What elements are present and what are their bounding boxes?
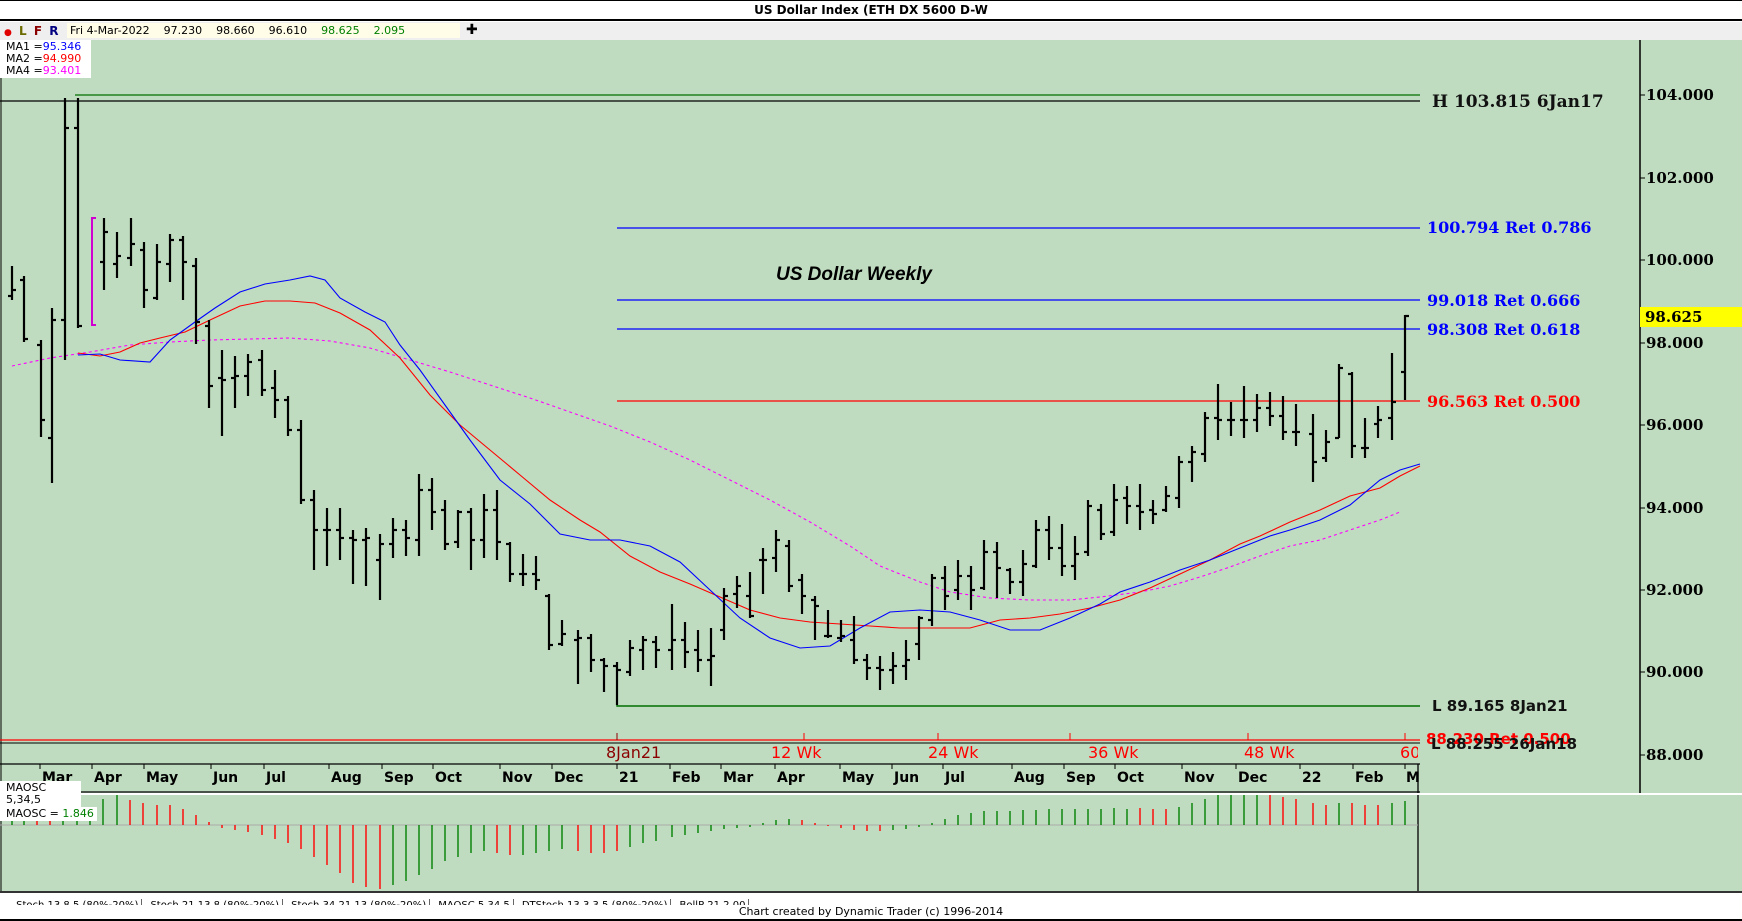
price-tick: 96.000 — [1646, 416, 1704, 434]
window-title: US Dollar Index (ETH DX 5600 D-W — [0, 0, 1742, 21]
price-tick: 88.000 — [1646, 746, 1704, 764]
month-label: Feb — [672, 770, 701, 786]
quote-low: 96.610 — [268, 24, 308, 37]
level-label-ret-0618: 98.308 Ret 0.618 — [1427, 320, 1581, 339]
oscillator-panel[interactable] — [0, 795, 1742, 891]
time-cycle-axis: 8Jan21 12 Wk 24 Wk 36 Wk 48 Wk 60 — [0, 743, 1420, 765]
price-tick: 90.000 — [1646, 663, 1704, 681]
level-label-low-2018: L 88.255 26Jan18 — [1431, 735, 1578, 753]
l-button[interactable]: L — [19, 24, 27, 38]
ma2-legend-row: MA2 =94.990 — [6, 52, 82, 65]
month-label: Jun — [894, 770, 920, 786]
lfr-indicators: ● L F R — [4, 24, 59, 38]
level-label-low-2021: L 89.165 8Jan21 — [1432, 697, 1568, 715]
level-label-ret-0666: 99.018 Ret 0.666 — [1427, 291, 1581, 310]
oscillator-svg — [0, 795, 1419, 891]
quote-info-bar: ● L F R Fri 4-Mar-2022 97.230 98.660 96.… — [0, 22, 1742, 41]
cycle-label: 12 Wk — [771, 743, 822, 762]
quote-readout: Fri 4-Mar-2022 97.230 98.660 96.610 98.6… — [67, 23, 460, 38]
cycle-label: 8Jan21 — [606, 743, 662, 762]
month-label: Aug — [1014, 770, 1045, 786]
price-chart-svg — [0, 40, 1645, 793]
month-label: Oct — [1117, 770, 1144, 786]
price-tick: 92.000 — [1646, 581, 1704, 599]
price-tick: 104.000 — [1646, 86, 1714, 104]
oscillator-legend: MAOSC 5,34,5 MAOSC = 1.846 — [0, 781, 97, 821]
record-dot-icon[interactable]: ● — [4, 28, 12, 38]
month-label: Jul — [945, 770, 965, 786]
month-label: Dec — [1238, 770, 1268, 786]
price-tick: 94.000 — [1646, 499, 1704, 517]
osc-title: MAOSC 5,34,5 — [0, 781, 81, 807]
quote-high: 98.660 — [216, 24, 255, 37]
cycle-label: 24 Wk — [928, 743, 979, 762]
price-tick: 100.000 — [1646, 251, 1714, 269]
cycle-label: 48 Wk — [1244, 743, 1295, 762]
month-label: Nov — [1184, 770, 1215, 786]
month-label: Apr — [777, 770, 805, 786]
level-label-ret-0500: 96.563 Ret 0.500 — [1427, 392, 1581, 411]
ohlc-bars — [8, 98, 1409, 705]
month-label: Jun — [213, 770, 239, 786]
month-label: Sep — [1066, 770, 1096, 786]
month-label: Dec — [554, 770, 584, 786]
month-label: May — [842, 770, 875, 786]
ma1-legend-row: MA1 =95.346 — [6, 40, 82, 53]
month-label: Jul — [266, 770, 286, 786]
quote-change: 2.095 — [373, 24, 406, 37]
ma-legend: MA1 =95.346 MA2 =94.990 MA4 =93.401 — [0, 40, 91, 78]
osc-value: 1.846 — [62, 807, 94, 820]
month-label: Apr — [94, 770, 122, 786]
month-label: 22 — [1302, 770, 1322, 786]
chart-subtitle: US Dollar Weekly — [776, 264, 932, 285]
quote-date: Fri 4-Mar-2022 — [70, 24, 150, 37]
price-chart-panel[interactable]: US Dollar Weekly H 103.815 6Jan17 100.79… — [0, 40, 1742, 793]
price-axis[interactable]: 104.000 102.000 100.000 98.000 96.000 94… — [1646, 40, 1742, 793]
f-button[interactable]: F — [33, 24, 43, 38]
month-label: Feb — [1355, 770, 1384, 786]
last-price-tag: 98.625 — [1640, 307, 1742, 327]
footer-credit: Chart created by Dynamic Trader (c) 1996… — [0, 905, 1742, 921]
level-label-ret-0786: 100.794 Ret 0.786 — [1427, 218, 1592, 237]
price-tick: 98.000 — [1646, 334, 1704, 352]
month-label: 21 — [619, 770, 639, 786]
ma4-legend-row: MA4 =93.401 — [6, 64, 82, 77]
ma1-value: 95.346 — [42, 40, 82, 53]
level-label-ret-0500-low: 88.230 Ret 0.500 — [1426, 730, 1571, 748]
level-label-high: H 103.815 6Jan17 — [1432, 92, 1604, 112]
osc-value-row: MAOSC = 1.846 — [0, 807, 97, 821]
maosc-histogram — [11, 795, 1406, 889]
date-axis[interactable]: Mar Apr May Jun Jul Aug Sep Oct Nov Dec … — [0, 770, 1420, 792]
month-label: M — [1406, 770, 1420, 786]
cycle-label: 36 Wk — [1088, 743, 1139, 762]
month-label: Mar — [723, 770, 754, 786]
month-label: May — [146, 770, 179, 786]
quote-open: 97.230 — [163, 24, 203, 37]
price-tick: 102.000 — [1646, 169, 1714, 187]
month-label: Nov — [502, 770, 533, 786]
month-label: Sep — [384, 770, 414, 786]
month-label: Aug — [331, 770, 362, 786]
crosshair-plus-icon[interactable]: ✚ — [466, 22, 478, 38]
month-label: Oct — [435, 770, 462, 786]
ma2-value: 94.990 — [42, 52, 82, 65]
cycle-label: 60 — [1400, 743, 1418, 762]
r-button[interactable]: R — [49, 24, 59, 38]
ma4-value: 93.401 — [42, 64, 82, 77]
quote-close: 98.625 — [321, 24, 360, 37]
